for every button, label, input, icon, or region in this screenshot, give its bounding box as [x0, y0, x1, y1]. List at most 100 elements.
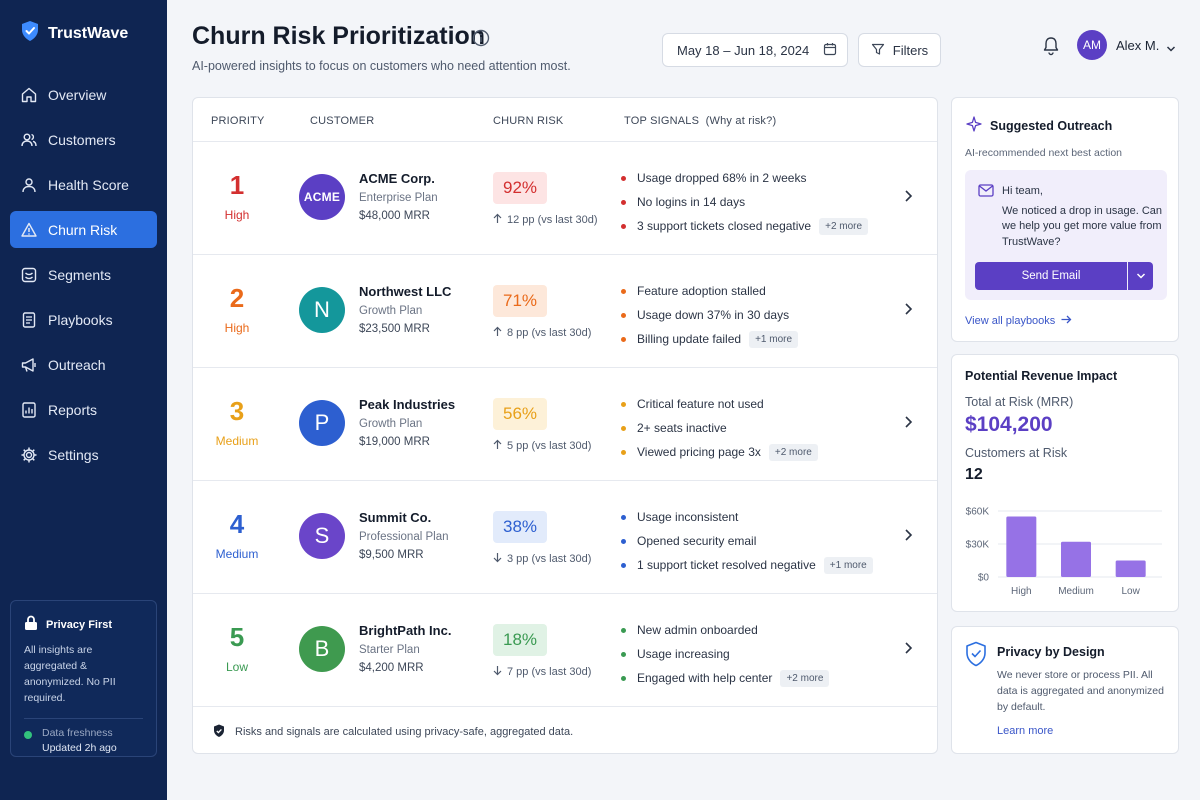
customer-plan: Growth Plan — [359, 418, 423, 430]
signal-dot — [621, 199, 626, 205]
chevron-right-icon[interactable] — [903, 641, 913, 660]
customer-mrr: $4,200 MRR — [359, 662, 424, 674]
date-range-picker[interactable]: May 18 – Jun 18, 2024 — [662, 33, 848, 67]
chevron-right-icon[interactable] — [903, 189, 913, 208]
table-row[interactable]: 2 High N Northwest LLC Growth Plan $23,500 MR… — [193, 255, 937, 368]
message-greeting: Hi team, — [1002, 185, 1043, 197]
signal-item: Viewed pricing page 3x +2 more — [621, 440, 818, 464]
learn-more-link[interactable]: Learn more — [997, 725, 1054, 737]
signal-dot — [621, 562, 626, 568]
sidebar-item-label: Segments — [48, 266, 112, 283]
column-header-churn-risk[interactable]: CHURN RISK — [493, 115, 564, 127]
sidebar-item-playbooks[interactable]: Playbooks — [10, 301, 157, 338]
customer-mrr: $48,000 MRR — [359, 210, 430, 222]
segments-icon — [20, 266, 38, 284]
chart-bar-medium[interactable] — [1061, 541, 1091, 577]
view-all-playbooks-link[interactable]: View all playbooks — [965, 315, 1072, 327]
chevron-right-icon[interactable] — [903, 302, 913, 321]
risk-change-text: 8 pp (vs last 30d) — [507, 327, 592, 339]
customer-name[interactable]: Peak Industries — [359, 397, 456, 412]
user-icon — [20, 176, 38, 194]
table-footer: Risks and signals are calculated using p… — [193, 710, 937, 753]
priority-label: High — [224, 321, 250, 335]
table-row[interactable]: 3 Medium P Peak Industries Growth Plan $19,00… — [193, 368, 937, 481]
more-signals-badge[interactable]: +1 more — [823, 556, 873, 574]
sidebar-item-reports[interactable]: Reports — [10, 391, 157, 428]
warning-icon — [20, 221, 38, 239]
lock-icon — [24, 615, 38, 634]
send-options-button[interactable] — [1128, 262, 1153, 290]
more-signals-badge[interactable]: +2 more — [819, 217, 869, 235]
status-dot — [24, 731, 32, 739]
report-icon — [20, 401, 38, 419]
info-icon[interactable] — [472, 29, 490, 52]
priority-number: 5 — [229, 622, 245, 652]
sidebar-item-churn-risk[interactable]: Churn Risk — [10, 211, 157, 248]
risk-change: 7 pp (vs last 30d) — [493, 665, 591, 679]
sidebar-item-overview[interactable]: Overview — [10, 76, 157, 113]
signal-list: Critical feature not used 2+ seats inacti… — [621, 392, 818, 464]
suggested-outreach-card: Suggested Outreach AI-recommended next b… — [951, 97, 1179, 342]
customer-name[interactable]: Northwest LLC — [359, 284, 452, 299]
shield-check-icon — [213, 724, 225, 741]
chevron-down-icon[interactable] — [1166, 40, 1176, 58]
user-name[interactable]: Alex M. — [1116, 38, 1160, 53]
chart-bar-high[interactable] — [1006, 516, 1037, 578]
churn-risk-badge: 71% — [493, 285, 547, 317]
date-range-label: May 18 – Jun 18, 2024 — [677, 42, 810, 58]
filters-button[interactable]: Filters — [858, 33, 941, 67]
avatar[interactable]: AM — [1077, 30, 1107, 60]
sidebar-item-health-score[interactable]: Health Score — [10, 166, 157, 203]
signal-item: Usage inconsistent — [621, 505, 873, 529]
signal-text: Usage dropped 68% in 2 weeks — [637, 171, 807, 185]
table-header: PRIORITY CUSTOMER CHURN RISK TOP SIGNALS… — [193, 98, 937, 142]
privacy-design-title: Privacy by Design — [997, 645, 1105, 659]
signal-text: Usage inconsistent — [637, 510, 739, 524]
signal-list: Feature adoption stalled Usage down 37% i… — [621, 279, 799, 351]
signal-item: No logins in 14 days — [621, 190, 868, 214]
chart-bar-low[interactable] — [1115, 560, 1146, 578]
sidebar-item-settings[interactable]: Settings — [10, 436, 157, 473]
column-header-priority[interactable]: PRIORITY — [211, 115, 265, 127]
table-row[interactable]: 5 Low B BrightPath Inc. Starter Plan $4,200 M… — [193, 594, 937, 707]
customer-plan: Enterprise Plan — [359, 192, 438, 204]
priority-label: Low — [225, 660, 248, 674]
risk-change-text: 12 pp (vs last 30d) — [507, 214, 598, 226]
chevron-right-icon[interactable] — [903, 528, 913, 547]
column-header-top-signals: TOP SIGNALS (Why at risk?) — [624, 115, 776, 127]
column-header-customer[interactable]: CUSTOMER — [310, 115, 375, 127]
sidebar-item-customers[interactable]: Customers — [10, 121, 157, 158]
churn-risk-table: PRIORITY CUSTOMER CHURN RISK TOP SIGNALS… — [192, 97, 938, 754]
signal-item: New admin onboarded — [621, 618, 829, 642]
more-signals-badge[interactable]: +1 more — [749, 330, 799, 348]
churn-risk-badge: 18% — [493, 624, 547, 656]
send-email-button[interactable]: Send Email — [975, 262, 1127, 290]
customer-plan: Starter Plan — [359, 644, 420, 656]
more-signals-badge[interactable]: +2 more — [768, 443, 818, 461]
table-row[interactable]: 1 High ACME ACME Corp. Enterprise Plan $48,00… — [193, 142, 937, 255]
customers-at-risk-value: 12 — [965, 466, 983, 483]
divider — [24, 718, 143, 719]
signal-dot — [621, 514, 626, 520]
customer-name[interactable]: Summit Co. — [359, 510, 432, 525]
sparkle-icon — [966, 116, 982, 135]
customer-name[interactable]: BrightPath Inc. — [359, 623, 452, 638]
sidebar-item-outreach[interactable]: Outreach — [10, 346, 157, 383]
more-signals-badge[interactable]: +2 more — [780, 669, 830, 687]
risk-change: 3 pp (vs last 30d) — [493, 552, 591, 566]
table-row[interactable]: 4 Medium S Summit Co. Professional Plan $9,50… — [193, 481, 937, 594]
privacy-design-text: We never store or process PII. All data … — [997, 669, 1164, 713]
chevron-right-icon[interactable] — [903, 415, 913, 434]
megaphone-icon — [20, 356, 38, 374]
customer-logo: B — [299, 626, 345, 672]
customer-name[interactable]: ACME Corp. — [359, 171, 435, 186]
signal-item: Feature adoption stalled — [621, 279, 798, 303]
top-signals-hint: (Why at risk?) — [705, 115, 777, 127]
priority-number: 1 — [229, 170, 245, 200]
document-icon — [20, 311, 38, 329]
notification-bell-icon[interactable] — [1042, 36, 1060, 61]
freshness-value: Updated 2h ago — [42, 742, 117, 754]
sidebar-item-segments[interactable]: Segments — [10, 256, 157, 293]
brand[interactable]: TrustWave — [20, 20, 128, 47]
customer-logo: ACME — [299, 174, 345, 220]
